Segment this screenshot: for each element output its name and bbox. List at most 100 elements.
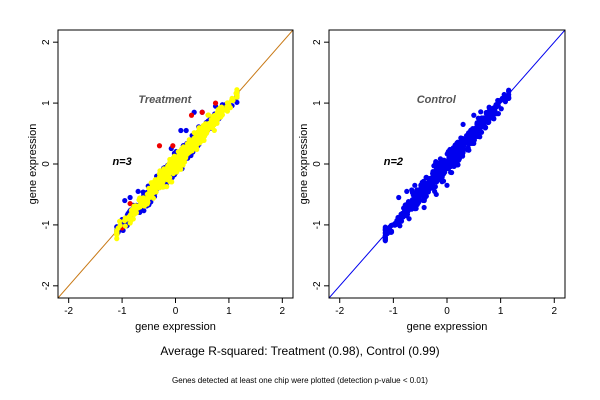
data-point xyxy=(435,174,441,180)
data-point xyxy=(203,130,210,136)
data-point xyxy=(140,189,146,195)
data-point xyxy=(127,212,133,218)
data-point xyxy=(114,231,120,237)
data-point xyxy=(382,224,388,230)
data-point xyxy=(210,116,216,122)
data-point xyxy=(211,127,217,134)
data-point xyxy=(141,208,147,214)
data-point xyxy=(460,135,466,142)
outlier-point xyxy=(460,121,466,128)
x-axis-label: gene expression xyxy=(135,321,216,333)
data-point xyxy=(160,174,166,181)
data-point xyxy=(478,109,484,115)
n-label: n=2 xyxy=(384,156,403,168)
data-point xyxy=(137,195,143,201)
data-point xyxy=(452,148,458,154)
data-point xyxy=(459,151,466,157)
data-point xyxy=(401,205,407,211)
series-3 xyxy=(114,87,240,242)
y-tick-label: 2 xyxy=(312,39,323,45)
data-point xyxy=(487,113,493,119)
data-point xyxy=(405,203,411,210)
data-point xyxy=(233,90,239,96)
x-tick-label: 1 xyxy=(498,306,504,317)
y-axis-label: gene expression xyxy=(298,124,310,205)
data-point xyxy=(174,169,180,175)
outlier-point xyxy=(412,182,418,188)
data-point xyxy=(388,229,394,235)
data-point xyxy=(215,106,221,113)
plot-panel-1: -2 -1 0 1 2 -2 -1 0 1 2 gene expression gene expres… xyxy=(27,29,294,333)
outlier-point xyxy=(433,191,439,198)
data-point xyxy=(461,142,467,148)
data-point xyxy=(384,229,390,236)
data-point xyxy=(440,171,447,177)
data-point xyxy=(201,124,208,130)
data-point xyxy=(426,175,432,182)
data-point xyxy=(150,187,156,194)
y-tick-label: -2 xyxy=(312,281,323,290)
data-point xyxy=(117,218,123,224)
x-axis-label: gene expression xyxy=(407,321,488,333)
x-tick-label: -1 xyxy=(118,306,127,317)
data-point xyxy=(502,97,508,103)
data-point xyxy=(423,193,429,199)
outlier-point xyxy=(156,143,163,149)
x-tick-label: 0 xyxy=(444,306,450,317)
data-point xyxy=(146,192,152,198)
data-point xyxy=(466,140,472,146)
data-points xyxy=(382,87,512,244)
data-point xyxy=(490,105,496,111)
data-point xyxy=(179,146,185,152)
data-point xyxy=(398,218,405,224)
footnote-text: Genes detected at least one chip were pl… xyxy=(172,376,428,385)
data-point xyxy=(169,159,175,166)
data-point xyxy=(432,184,438,190)
data-point xyxy=(139,199,145,205)
x-tick-label: 0 xyxy=(173,306,179,317)
data-point xyxy=(114,236,120,242)
data-point xyxy=(173,158,179,164)
data-point xyxy=(450,153,457,159)
data-point xyxy=(155,176,162,182)
outlier-point xyxy=(170,143,176,149)
data-point xyxy=(222,107,228,113)
outlier-point xyxy=(122,197,128,204)
data-point xyxy=(397,223,403,229)
data-point xyxy=(180,162,186,168)
data-point xyxy=(498,106,504,112)
data-point xyxy=(494,111,500,117)
data-point xyxy=(160,179,166,185)
data-point xyxy=(229,95,235,101)
data-point xyxy=(414,198,420,204)
outlier-point xyxy=(444,182,450,188)
data-point xyxy=(421,204,427,211)
data-point xyxy=(178,166,184,172)
group-annotation: Control xyxy=(417,94,457,106)
data-point xyxy=(475,129,481,135)
data-point xyxy=(122,223,128,229)
data-point xyxy=(234,99,240,105)
data-point xyxy=(506,89,512,95)
outlier-point xyxy=(471,112,477,118)
data-point xyxy=(448,163,454,169)
data-point xyxy=(122,215,128,221)
y-tick-label: -2 xyxy=(41,281,52,290)
data-point xyxy=(469,135,475,141)
data-point xyxy=(172,164,178,170)
outlier-point xyxy=(183,127,189,134)
data-point xyxy=(140,195,146,201)
data-point xyxy=(226,102,232,108)
data-point xyxy=(114,227,120,234)
outlier-point xyxy=(212,100,219,106)
x-tick-label: -2 xyxy=(335,306,344,317)
data-point xyxy=(475,124,481,130)
data-point xyxy=(185,150,191,156)
x-tick-label: 2 xyxy=(280,306,286,317)
data-point xyxy=(456,157,462,163)
data-point xyxy=(194,130,200,136)
data-point xyxy=(460,146,466,153)
outlier-point xyxy=(127,200,133,207)
data-point xyxy=(456,141,462,147)
